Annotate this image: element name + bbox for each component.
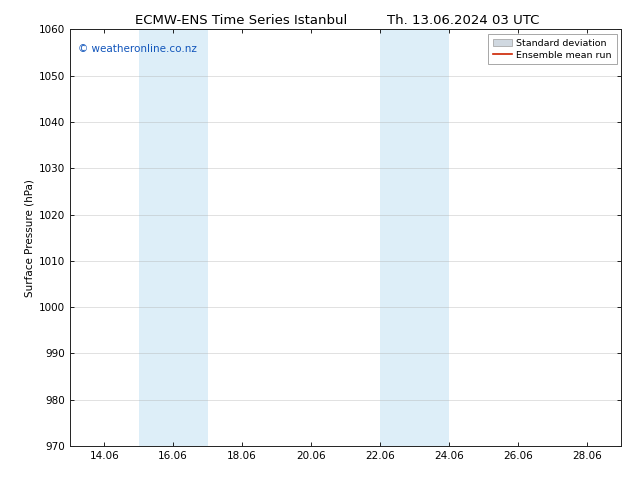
Text: © weatheronline.co.nz: © weatheronline.co.nz <box>78 44 197 54</box>
Bar <box>139 29 207 446</box>
Text: Th. 13.06.2024 03 UTC: Th. 13.06.2024 03 UTC <box>387 14 539 27</box>
Text: ECMW-ENS Time Series Istanbul: ECMW-ENS Time Series Istanbul <box>135 14 347 27</box>
Legend: Standard deviation, Ensemble mean run: Standard deviation, Ensemble mean run <box>488 34 617 64</box>
Bar <box>380 29 449 446</box>
Y-axis label: Surface Pressure (hPa): Surface Pressure (hPa) <box>25 179 34 296</box>
